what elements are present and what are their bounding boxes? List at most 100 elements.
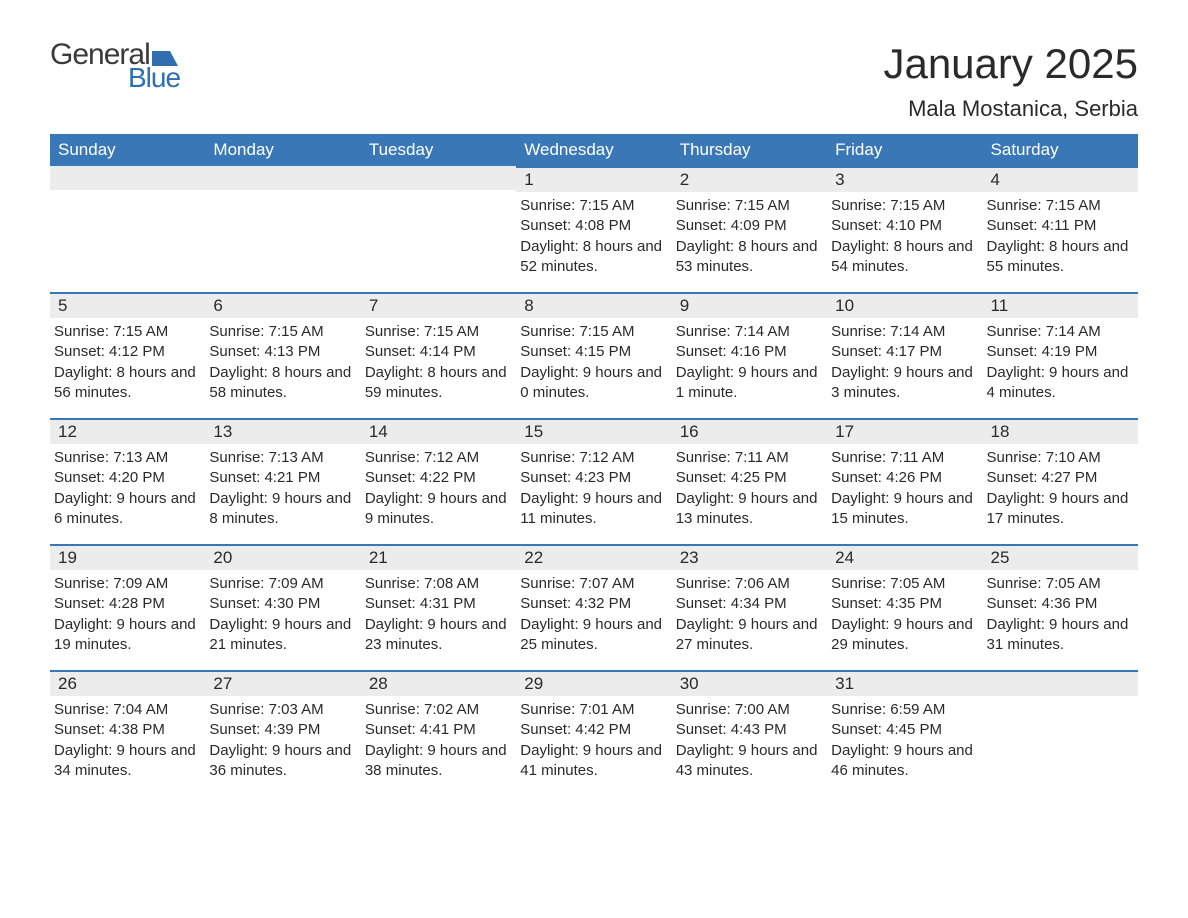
day-details: Sunrise: 7:12 AMSunset: 4:22 PMDaylight:… bbox=[361, 444, 516, 529]
day-details: Sunrise: 7:14 AMSunset: 4:17 PMDaylight:… bbox=[827, 318, 982, 403]
day-number: 7 bbox=[361, 292, 516, 318]
sunrise-line: Sunrise: 7:13 AM bbox=[209, 448, 352, 468]
calendar-week: 1Sunrise: 7:15 AMSunset: 4:08 PMDaylight… bbox=[50, 166, 1138, 292]
day-number: 20 bbox=[205, 544, 360, 570]
sunset-line: Sunset: 4:15 PM bbox=[520, 342, 663, 362]
daylight-line: Daylight: 9 hours and 3 minutes. bbox=[831, 363, 974, 404]
day-number: 22 bbox=[516, 544, 671, 570]
sunrise-line: Sunrise: 7:06 AM bbox=[676, 574, 819, 594]
logo: General Blue bbox=[50, 40, 180, 92]
sunrise-line: Sunrise: 7:07 AM bbox=[520, 574, 663, 594]
day-details: Sunrise: 7:14 AMSunset: 4:16 PMDaylight:… bbox=[672, 318, 827, 403]
calendar-cell: 1Sunrise: 7:15 AMSunset: 4:08 PMDaylight… bbox=[516, 166, 671, 292]
sunset-line: Sunset: 4:10 PM bbox=[831, 216, 974, 236]
sunrise-line: Sunrise: 7:14 AM bbox=[676, 322, 819, 342]
daylight-line: Daylight: 8 hours and 59 minutes. bbox=[365, 363, 508, 404]
day-details: Sunrise: 6:59 AMSunset: 4:45 PMDaylight:… bbox=[827, 696, 982, 781]
sunset-line: Sunset: 4:43 PM bbox=[676, 720, 819, 740]
sunset-line: Sunset: 4:45 PM bbox=[831, 720, 974, 740]
daylight-line: Daylight: 8 hours and 58 minutes. bbox=[209, 363, 352, 404]
sunset-line: Sunset: 4:35 PM bbox=[831, 594, 974, 614]
sunrise-line: Sunrise: 7:08 AM bbox=[365, 574, 508, 594]
calendar-cell bbox=[983, 670, 1138, 796]
day-number: 11 bbox=[983, 292, 1138, 318]
day-number: 1 bbox=[516, 166, 671, 192]
calendar-cell: 8Sunrise: 7:15 AMSunset: 4:15 PMDaylight… bbox=[516, 292, 671, 418]
calendar-table: SundayMondayTuesdayWednesdayThursdayFrid… bbox=[50, 134, 1138, 796]
day-number: 14 bbox=[361, 418, 516, 444]
day-number: 30 bbox=[672, 670, 827, 696]
calendar-cell: 26Sunrise: 7:04 AMSunset: 4:38 PMDayligh… bbox=[50, 670, 205, 796]
sunrise-line: Sunrise: 7:15 AM bbox=[365, 322, 508, 342]
day-number: 3 bbox=[827, 166, 982, 192]
sunrise-line: Sunrise: 7:09 AM bbox=[54, 574, 197, 594]
day-number: 8 bbox=[516, 292, 671, 318]
sunrise-line: Sunrise: 7:05 AM bbox=[987, 574, 1130, 594]
sunset-line: Sunset: 4:16 PM bbox=[676, 342, 819, 362]
weekday-header-row: SundayMondayTuesdayWednesdayThursdayFrid… bbox=[50, 134, 1138, 166]
sunset-line: Sunset: 4:39 PM bbox=[209, 720, 352, 740]
day-details: Sunrise: 7:11 AMSunset: 4:25 PMDaylight:… bbox=[672, 444, 827, 529]
sunset-line: Sunset: 4:28 PM bbox=[54, 594, 197, 614]
sunset-line: Sunset: 4:11 PM bbox=[987, 216, 1130, 236]
sunrise-line: Sunrise: 7:01 AM bbox=[520, 700, 663, 720]
calendar-cell: 12Sunrise: 7:13 AMSunset: 4:20 PMDayligh… bbox=[50, 418, 205, 544]
calendar-cell: 9Sunrise: 7:14 AMSunset: 4:16 PMDaylight… bbox=[672, 292, 827, 418]
daylight-line: Daylight: 8 hours and 53 minutes. bbox=[676, 237, 819, 278]
daylight-line: Daylight: 9 hours and 34 minutes. bbox=[54, 741, 197, 782]
sunrise-line: Sunrise: 7:15 AM bbox=[987, 196, 1130, 216]
calendar-cell: 18Sunrise: 7:10 AMSunset: 4:27 PMDayligh… bbox=[983, 418, 1138, 544]
day-details: Sunrise: 7:15 AMSunset: 4:11 PMDaylight:… bbox=[983, 192, 1138, 277]
daylight-line: Daylight: 9 hours and 11 minutes. bbox=[520, 489, 663, 530]
daylight-line: Daylight: 8 hours and 56 minutes. bbox=[54, 363, 197, 404]
daylight-line: Daylight: 9 hours and 9 minutes. bbox=[365, 489, 508, 530]
sunset-line: Sunset: 4:21 PM bbox=[209, 468, 352, 488]
day-details: Sunrise: 7:15 AMSunset: 4:13 PMDaylight:… bbox=[205, 318, 360, 403]
sunset-line: Sunset: 4:22 PM bbox=[365, 468, 508, 488]
day-details: Sunrise: 7:12 AMSunset: 4:23 PMDaylight:… bbox=[516, 444, 671, 529]
sunrise-line: Sunrise: 7:00 AM bbox=[676, 700, 819, 720]
sunrise-line: Sunrise: 7:15 AM bbox=[209, 322, 352, 342]
daylight-line: Daylight: 9 hours and 4 minutes. bbox=[987, 363, 1130, 404]
sunrise-line: Sunrise: 7:11 AM bbox=[676, 448, 819, 468]
day-details: Sunrise: 7:03 AMSunset: 4:39 PMDaylight:… bbox=[205, 696, 360, 781]
day-number: 27 bbox=[205, 670, 360, 696]
day-number: 16 bbox=[672, 418, 827, 444]
daylight-line: Daylight: 9 hours and 13 minutes. bbox=[676, 489, 819, 530]
sunset-line: Sunset: 4:42 PM bbox=[520, 720, 663, 740]
sunset-line: Sunset: 4:27 PM bbox=[987, 468, 1130, 488]
location: Mala Mostanica, Serbia bbox=[883, 96, 1138, 122]
calendar-cell: 27Sunrise: 7:03 AMSunset: 4:39 PMDayligh… bbox=[205, 670, 360, 796]
sunrise-line: Sunrise: 7:15 AM bbox=[520, 322, 663, 342]
day-details: Sunrise: 7:00 AMSunset: 4:43 PMDaylight:… bbox=[672, 696, 827, 781]
sunset-line: Sunset: 4:08 PM bbox=[520, 216, 663, 236]
daylight-line: Daylight: 9 hours and 19 minutes. bbox=[54, 615, 197, 656]
daylight-line: Daylight: 9 hours and 31 minutes. bbox=[987, 615, 1130, 656]
day-number: 17 bbox=[827, 418, 982, 444]
calendar-week: 19Sunrise: 7:09 AMSunset: 4:28 PMDayligh… bbox=[50, 544, 1138, 670]
sunset-line: Sunset: 4:26 PM bbox=[831, 468, 974, 488]
sunset-line: Sunset: 4:17 PM bbox=[831, 342, 974, 362]
sunrise-line: Sunrise: 6:59 AM bbox=[831, 700, 974, 720]
daylight-line: Daylight: 9 hours and 27 minutes. bbox=[676, 615, 819, 656]
daylight-line: Daylight: 9 hours and 1 minute. bbox=[676, 363, 819, 404]
day-number: 29 bbox=[516, 670, 671, 696]
day-number: 15 bbox=[516, 418, 671, 444]
day-details: Sunrise: 7:14 AMSunset: 4:19 PMDaylight:… bbox=[983, 318, 1138, 403]
day-number: 23 bbox=[672, 544, 827, 570]
day-details: Sunrise: 7:08 AMSunset: 4:31 PMDaylight:… bbox=[361, 570, 516, 655]
calendar-cell: 16Sunrise: 7:11 AMSunset: 4:25 PMDayligh… bbox=[672, 418, 827, 544]
empty-day bbox=[50, 166, 205, 190]
empty-day bbox=[361, 166, 516, 190]
calendar-cell: 25Sunrise: 7:05 AMSunset: 4:36 PMDayligh… bbox=[983, 544, 1138, 670]
daylight-line: Daylight: 8 hours and 54 minutes. bbox=[831, 237, 974, 278]
day-number: 25 bbox=[983, 544, 1138, 570]
daylight-line: Daylight: 9 hours and 15 minutes. bbox=[831, 489, 974, 530]
calendar-cell: 14Sunrise: 7:12 AMSunset: 4:22 PMDayligh… bbox=[361, 418, 516, 544]
day-details: Sunrise: 7:01 AMSunset: 4:42 PMDaylight:… bbox=[516, 696, 671, 781]
daylight-line: Daylight: 8 hours and 52 minutes. bbox=[520, 237, 663, 278]
sunset-line: Sunset: 4:09 PM bbox=[676, 216, 819, 236]
daylight-line: Daylight: 9 hours and 8 minutes. bbox=[209, 489, 352, 530]
sunrise-line: Sunrise: 7:12 AM bbox=[520, 448, 663, 468]
daylight-line: Daylight: 8 hours and 55 minutes. bbox=[987, 237, 1130, 278]
